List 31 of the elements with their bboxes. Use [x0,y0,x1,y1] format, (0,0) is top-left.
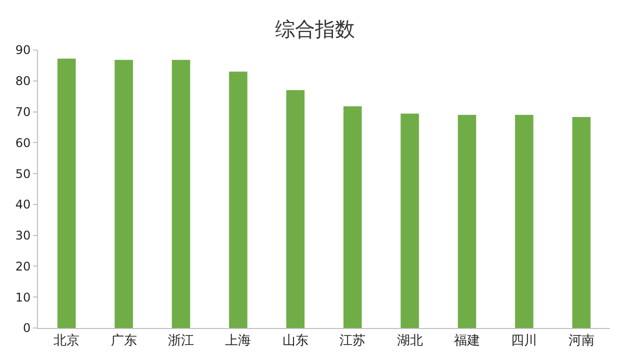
y-tick-label: 20 [15,259,31,274]
bar [400,114,419,328]
x-tick-label: 福建 [454,334,480,349]
x-tick-label: 江苏 [340,334,366,349]
bar [57,58,76,328]
x-tick-label: 河南 [568,334,594,349]
y-tick-label: 10 [15,290,31,304]
y-tick-label: 60 [15,136,31,150]
y-tick-label: 30 [15,228,31,243]
x-tick-label: 北京 [54,334,80,349]
x-tick-label: 山东 [282,334,308,349]
bar [343,106,362,328]
bar [515,114,534,328]
bar [172,60,190,328]
bar [458,114,476,328]
x-tick-label: 湖北 [396,334,423,349]
x-tick-label: 四川 [511,334,538,349]
bar [229,72,248,328]
bar [572,117,591,328]
y-tick-label: 50 [15,166,31,181]
x-tick-label: 浙江 [168,334,194,349]
x-tick-label: 上海 [225,334,252,349]
chart-title: 综合指数 [275,16,355,41]
y-tick-label: 90 [15,43,31,58]
y-tick-label: 0 [22,321,31,336]
y-tick-label: 80 [15,74,31,88]
x-tick-label: 广东 [110,334,137,349]
y-tick-label: 70 [15,104,31,119]
y-tick-label: 40 [15,198,31,212]
bar [286,90,305,328]
bar [114,60,133,328]
